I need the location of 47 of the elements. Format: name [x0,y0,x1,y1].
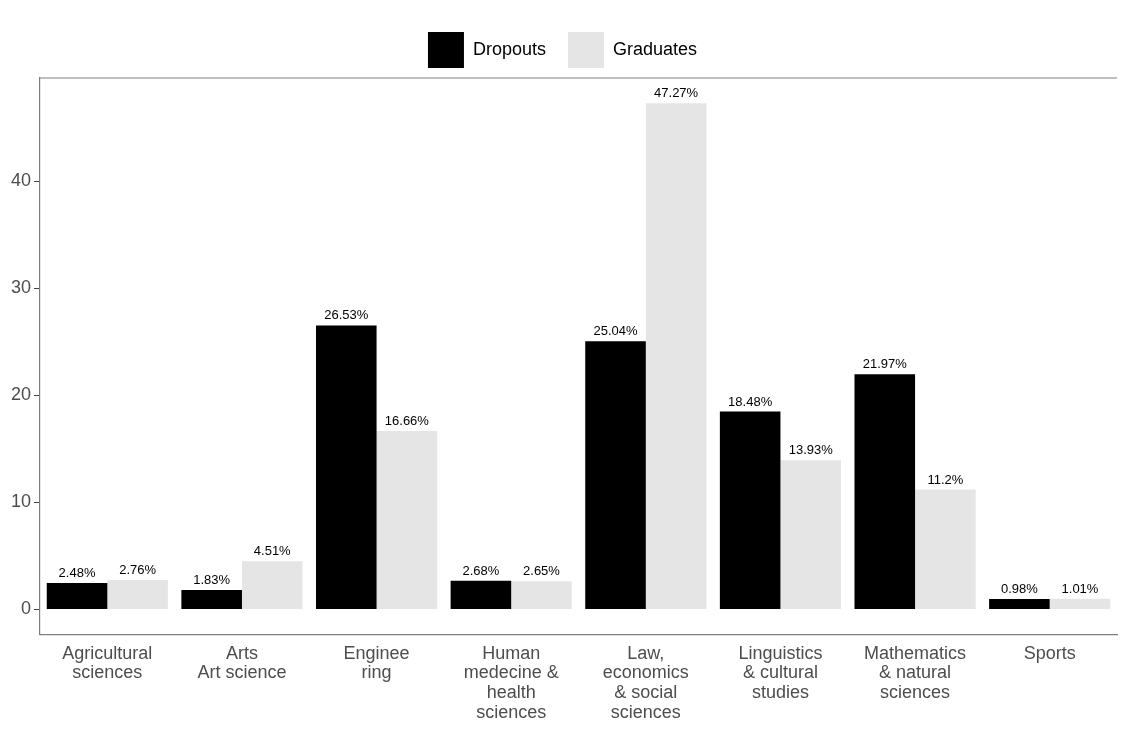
y-tick-label: 10 [10,491,32,512]
data-label: 2.48% [58,565,96,581]
x-tick-label: Sports [1023,642,1076,663]
data-label: 25.04% [593,323,639,339]
x-tick-label: Arts Art science [197,642,287,683]
legend-label: Graduates [612,38,698,59]
y-tick-label: 0 [21,598,32,619]
bar [1049,598,1111,610]
data-label: 13.93% [788,442,834,458]
bar [915,489,976,610]
data-label: 2.68% [462,562,500,578]
x-tick-label: Human medecine & health sciences [463,642,559,723]
data-label: 4.51% [253,543,292,559]
data-label: 2.76% [119,562,157,578]
y-tick-label: 30 [10,277,32,298]
data-label: 16.66% [384,413,430,429]
bar [376,431,438,610]
bar [585,341,646,610]
data-label: 2.65% [523,563,561,579]
legend-label: Dropouts [472,38,546,59]
bar [241,561,303,610]
bar [854,374,916,610]
bar [107,579,168,610]
data-label: 47.27% [654,85,699,101]
data-label: 1.01% [1061,580,1099,596]
x-tick-label: Law, economics & social sciences [602,642,689,723]
bar [511,581,572,610]
y-tick-label: 20 [10,384,32,405]
data-label: 11.2% [927,471,964,487]
x-tick-label: Agricultural sciences [62,642,153,683]
bar [780,460,842,610]
bar [645,103,707,610]
bar [316,325,377,610]
bar [719,411,781,610]
bar [989,599,1050,610]
data-label: 0.98% [1000,581,1039,597]
bar [46,582,108,610]
x-tick-label: Linguistics & cultural studies [738,642,823,703]
data-label: 21.97% [862,356,908,372]
x-tick-label: Enginee ring [343,642,410,683]
y-tick-label: 40 [10,170,32,191]
bar [181,589,242,610]
data-label: 26.53% [324,307,369,323]
data-label: 18.48% [728,393,773,409]
bar [450,580,512,610]
x-tick-label: Mathematics & natural sciences [864,642,967,703]
data-label: 1.83% [193,572,231,587]
